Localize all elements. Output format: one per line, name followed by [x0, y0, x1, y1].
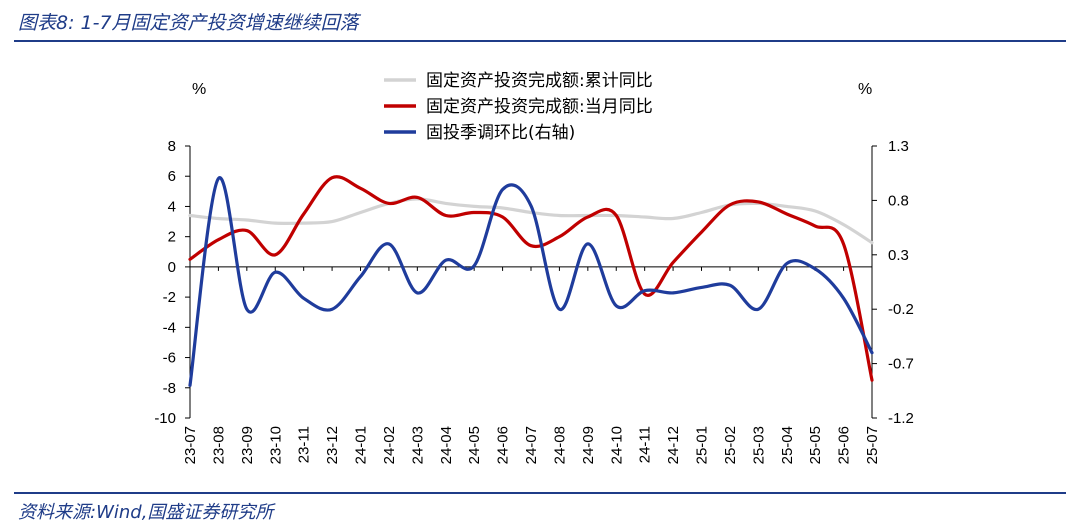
right-tick-label: 1.3 [888, 138, 909, 155]
left-tick-label: -10 [154, 410, 176, 427]
x-tick-label: 24-07 [523, 426, 540, 464]
right-tick-label: -0.7 [888, 356, 914, 373]
chart-axes: 8 6 4 2 0 -2 -4 -6 -8 -10 1.3 0.8 0.3 -0.2 -0.7 -1.2 23-… [154, 138, 914, 464]
title-rule [14, 40, 1066, 42]
x-tick-label: 23-10 [267, 426, 284, 464]
x-tick-label: 24-11 [637, 426, 654, 463]
x-tick-label: 24-06 [495, 426, 512, 464]
x-tick-label: 25-03 [750, 426, 767, 464]
x-tick-label: 24-02 [381, 426, 398, 464]
left-tick-label: 6 [168, 168, 176, 185]
left-tick-label: 8 [168, 138, 176, 155]
right-axis-unit: % [858, 81, 872, 98]
x-tick-label: 24-09 [580, 426, 597, 464]
x-tick-label: 24-03 [409, 426, 426, 464]
left-axis-unit: % [192, 81, 206, 98]
x-tick-label: 24-05 [466, 426, 483, 464]
x-tick-label: 25-01 [694, 426, 711, 464]
x-tick-label: 24-01 [353, 426, 370, 464]
left-tick-label: 4 [168, 198, 176, 215]
right-tick-label: -0.2 [888, 301, 914, 318]
x-tick-label: 23-08 [210, 426, 227, 464]
left-tick-label: -4 [163, 319, 176, 336]
series-sa-mom-line [188, 176, 874, 387]
left-tick-label: -6 [163, 350, 176, 367]
right-tick-label: 0.8 [888, 192, 909, 209]
x-tick-label: 23-09 [239, 426, 256, 464]
x-tick-label: 25-02 [722, 426, 739, 464]
figure-source: 资料来源:Wind,国盛证券研究所 [18, 502, 274, 523]
left-tick-label: -8 [163, 380, 176, 397]
legend-item-monthly-yoy-label: 固定资产投资完成额:当月同比 [426, 97, 653, 117]
source-rule [14, 492, 1066, 494]
x-tick-label: 23-12 [324, 426, 341, 464]
left-tick-label: 2 [168, 229, 176, 246]
x-tick-label: 25-05 [807, 426, 824, 464]
legend-item-cumulative-yoy-label: 固定资产投资完成额:累计同比 [426, 71, 653, 91]
x-tick-label: 23-07 [182, 426, 199, 464]
legend-item-sa-mom-label: 固投季调环比(右轴) [426, 123, 575, 143]
x-tick-label: 25-07 [864, 426, 881, 464]
x-tick-label: 24-12 [665, 426, 682, 464]
right-tick-label: -1.2 [888, 410, 914, 427]
series-monthly-yoy-line [188, 175, 874, 382]
x-tick-label: 24-10 [608, 426, 625, 464]
x-tick-label: 24-08 [551, 426, 568, 464]
x-tick-label: 24-04 [438, 426, 455, 464]
series-layer [188, 175, 874, 387]
x-tick-label: 25-04 [779, 426, 796, 464]
x-tick-label: 25-06 [836, 426, 853, 464]
right-tick-label: 0.3 [888, 247, 909, 264]
left-tick-label: 0 [168, 259, 176, 276]
figure-title: 图表8: 1-7月固定资产投资增速继续回落 [18, 12, 359, 34]
x-tick-label: 23-11 [296, 426, 313, 463]
left-tick-label: -2 [163, 289, 176, 306]
